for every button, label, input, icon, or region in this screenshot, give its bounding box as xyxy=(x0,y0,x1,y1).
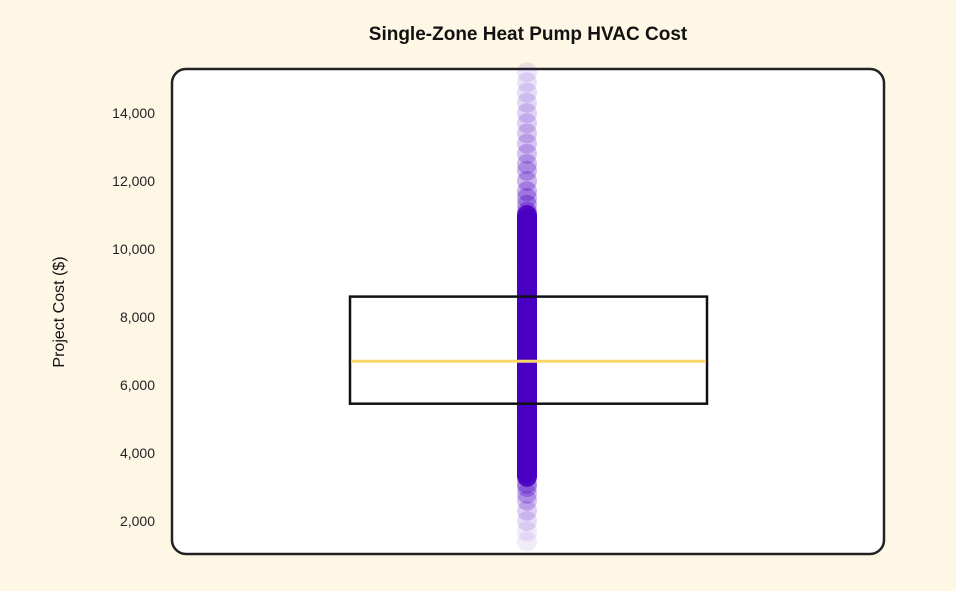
data-point xyxy=(517,531,537,552)
data-point xyxy=(517,143,537,164)
data-point xyxy=(517,82,537,103)
data-point xyxy=(517,113,537,134)
data-point xyxy=(517,171,537,191)
data-point xyxy=(517,103,537,123)
data-point xyxy=(517,483,537,504)
y-tick-label: 10,000 xyxy=(112,241,155,257)
data-point xyxy=(517,490,537,511)
y-tick-label: 6,000 xyxy=(120,377,155,393)
data-point xyxy=(517,62,537,83)
data-point xyxy=(517,72,537,93)
data-point xyxy=(517,500,537,521)
y-tick-label: 8,000 xyxy=(120,309,155,325)
y-tick-label: 2,000 xyxy=(120,513,155,529)
data-point xyxy=(517,511,537,531)
data-point xyxy=(517,181,537,202)
data-point xyxy=(517,133,537,154)
data-point xyxy=(517,123,537,144)
data-point xyxy=(517,154,537,174)
data-point xyxy=(517,194,537,215)
box-iqr xyxy=(348,295,709,405)
data-point xyxy=(517,521,537,542)
chart-title: Single-Zone Heat Pump HVAC Cost xyxy=(368,24,688,45)
y-tick-label: 12,000 xyxy=(112,173,155,189)
data-point xyxy=(517,188,537,208)
y-tick-label: 14,000 xyxy=(112,105,155,121)
data-point xyxy=(517,160,537,181)
data-point xyxy=(517,92,537,113)
y-tick-label: 4,000 xyxy=(120,445,155,461)
data-point-band xyxy=(517,215,537,477)
